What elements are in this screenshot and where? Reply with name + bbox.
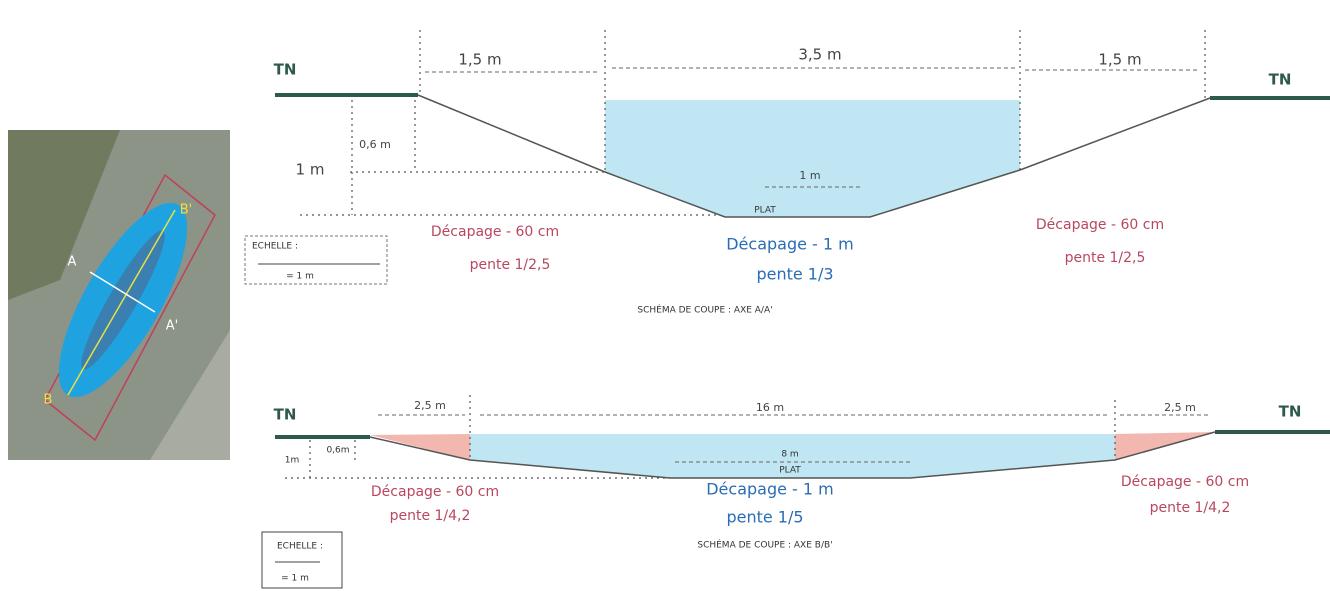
map-label: B': [180, 203, 193, 218]
zone-slope: pente 1/5: [726, 508, 803, 527]
scale-value: = 1 m: [286, 272, 314, 282]
tn-label: TN: [1269, 71, 1292, 89]
scale-title: ECHELLE :: [252, 242, 298, 252]
zone-slope: pente 1/2,5: [470, 257, 551, 273]
scale-value: = 1 m: [281, 574, 309, 584]
zone-slope: pente 1/4,2: [390, 508, 471, 524]
section-a: TN TN 1,5 m 3,5 m 1,5 m 1 m 0,6 m 1 m PL…: [245, 30, 1330, 316]
zone-title: Décapage - 60 cm: [431, 224, 559, 240]
width-label: 16 m: [756, 401, 784, 414]
caption: SCHÉMA DE COUPE : AXE A/A': [637, 304, 772, 316]
section-b: TN TN 2,5 m 16 m 2,5 m 1m 0,6m 8 m PLAT …: [262, 395, 1330, 588]
width-label: 2,5 m: [1164, 401, 1196, 414]
tn-label: TN: [274, 61, 297, 79]
depth-label: 0,6 m: [359, 138, 391, 151]
zone-title: Décapage - 60 cm: [1036, 217, 1164, 233]
width-label: 2,5 m: [414, 399, 446, 412]
tn-label: TN: [274, 406, 297, 424]
zone-slope: pente 1/2,5: [1065, 250, 1146, 266]
tn-label: TN: [1279, 403, 1302, 421]
zone-title: Décapage - 1 m: [706, 480, 834, 499]
width-label: 1,5 m: [458, 51, 501, 69]
flat-label: PLAT: [779, 466, 801, 476]
zone-slope: pente 1/3: [756, 265, 833, 284]
flat-width: 1 m: [799, 169, 820, 182]
water-fill: [605, 100, 1020, 217]
width-label: 1,5 m: [1098, 51, 1141, 69]
caption: SCHÉMA DE COUPE : AXE B/B': [697, 539, 832, 551]
map-label: B: [44, 393, 53, 408]
depth-label: 1m: [285, 456, 300, 466]
width-label: 3,5 m: [798, 46, 841, 64]
map-label: A': [166, 319, 178, 334]
flat-width: 8 m: [781, 450, 798, 460]
depth-label: 0,6m: [326, 446, 349, 456]
map-label: A: [68, 255, 77, 270]
zone-title: Décapage - 60 cm: [371, 484, 499, 500]
depth-label: 1 m: [296, 161, 325, 179]
zone-slope: pente 1/4,2: [1150, 500, 1231, 516]
scale-title: ECHELLE :: [277, 542, 323, 552]
aerial-map: A A' B B': [8, 130, 230, 460]
zone-title: Décapage - 1 m: [726, 235, 854, 254]
flat-label: PLAT: [754, 206, 776, 216]
diagram: A A' B B' TN TN 1,5 m 3,5 m 1,5 m 1 m 0,…: [0, 0, 1330, 591]
zone-title: Décapage - 60 cm: [1121, 474, 1249, 490]
